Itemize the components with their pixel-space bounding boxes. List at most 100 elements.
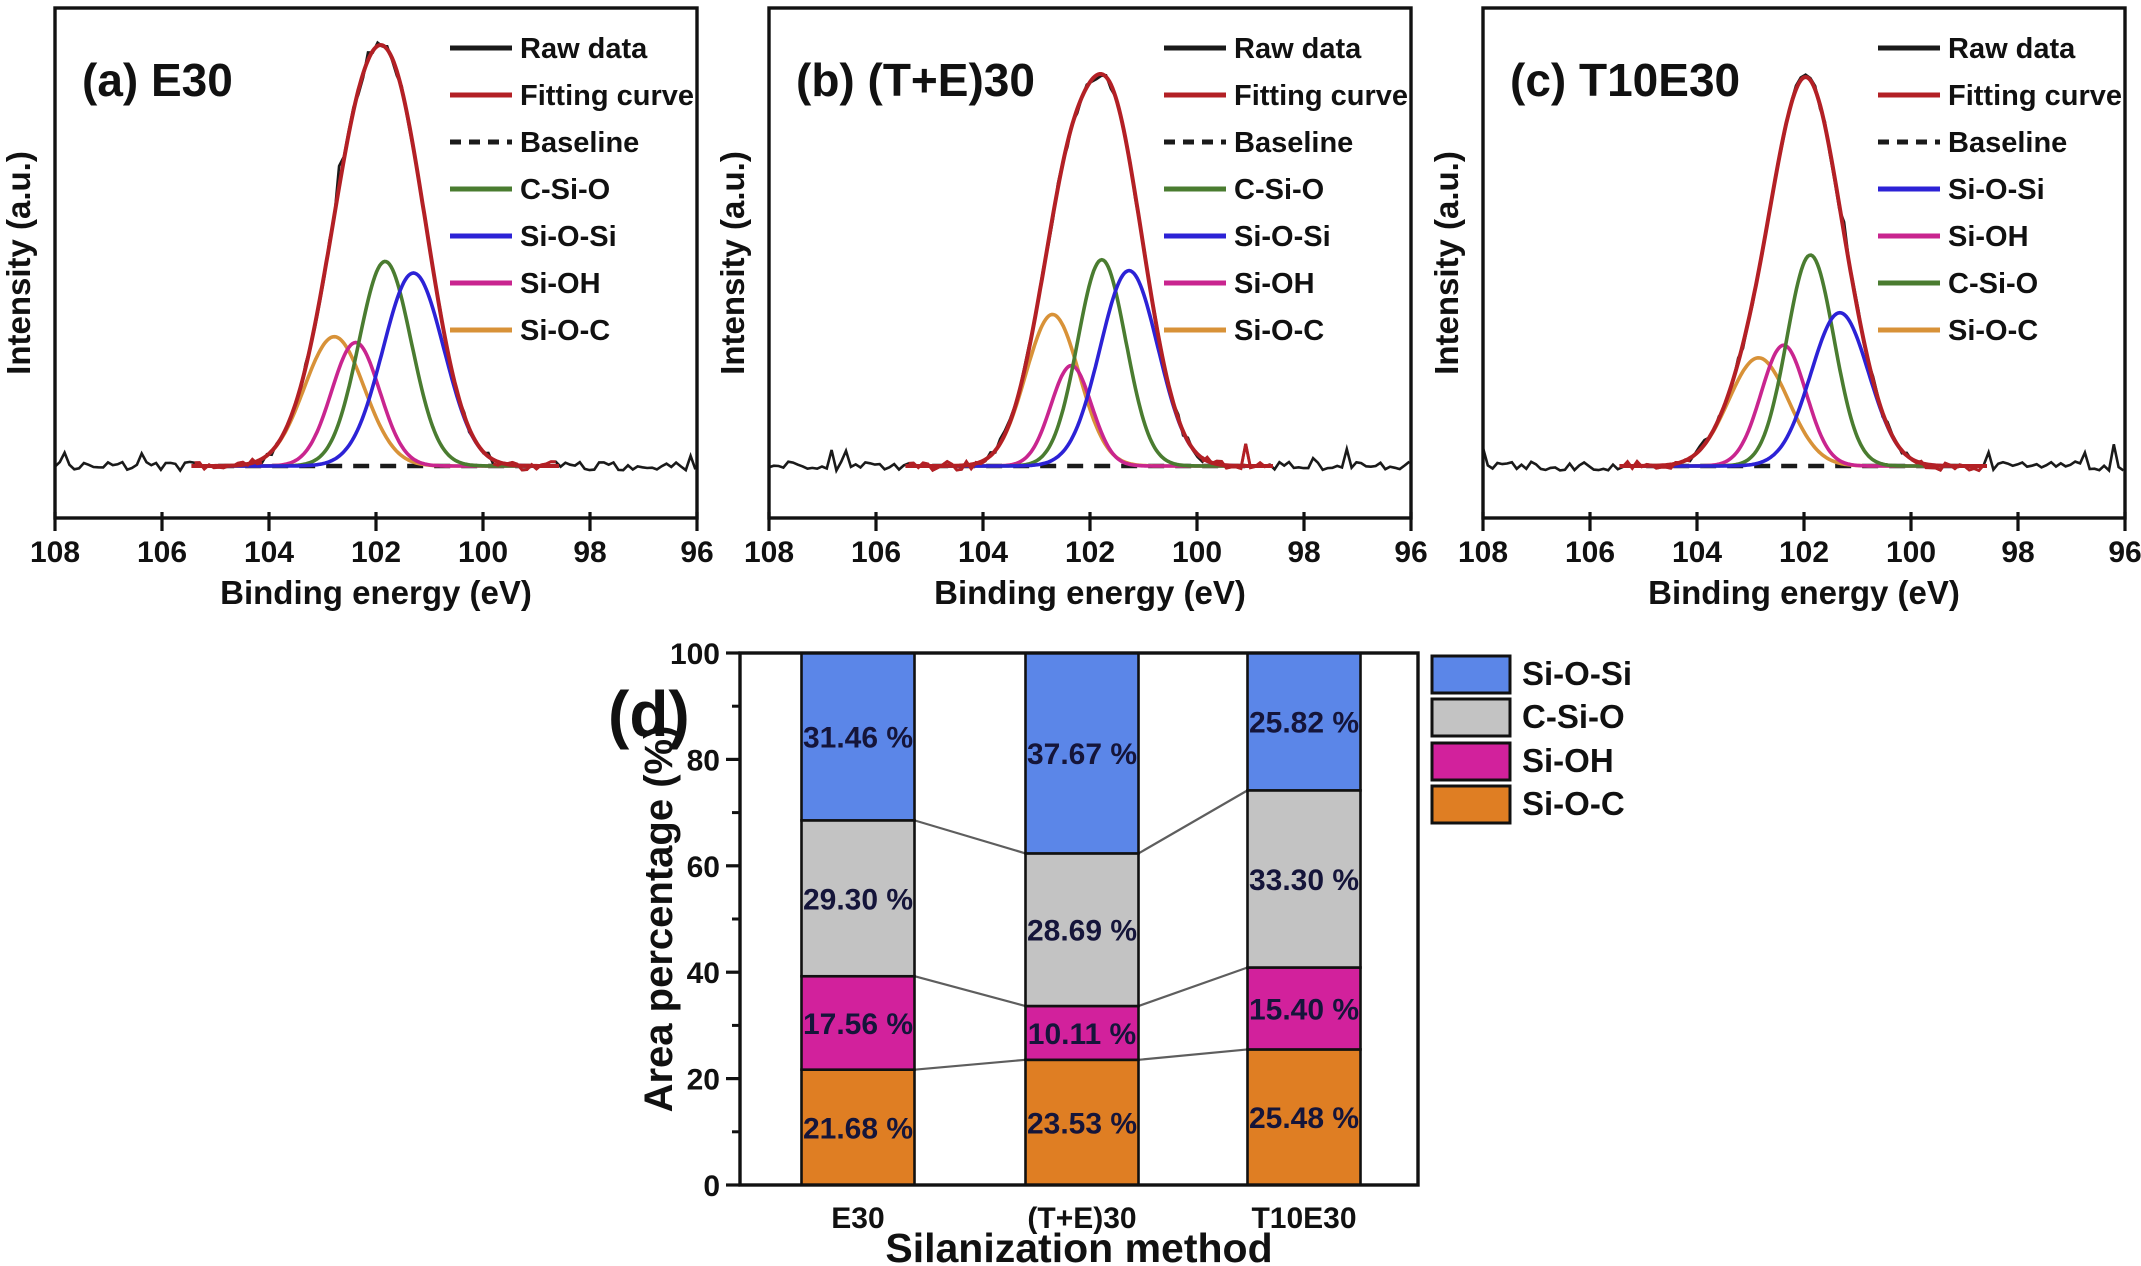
spectrum-panel-c: 108 106 104 102 100 98 96 Raw data Fitting curve… bbox=[1428, 0, 2141, 640]
bar-value-label: 17.56 % bbox=[803, 1008, 913, 1041]
spectrum-panel-b: 108 106 104 102 100 98 96 Raw data Fitting curve… bbox=[714, 0, 1428, 640]
legend-label-fitting-curve: Fitting curve bbox=[520, 80, 694, 112]
panel-title: (d) bbox=[608, 678, 690, 750]
bar-segment-si-o-si-t10e30 bbox=[1246, 651, 1362, 792]
legend-swatch-si-o-c bbox=[1430, 784, 1512, 825]
component-curve-c-si-o bbox=[918, 257, 1261, 468]
x-tick-label: 106 bbox=[137, 536, 187, 569]
x-tick-label: 98 bbox=[2001, 536, 2034, 569]
bar-value-label: 29.30 % bbox=[803, 883, 913, 916]
y-axis-label: Intensity (a.u.) bbox=[1428, 151, 1465, 375]
x-axis-label: Binding energy (eV) bbox=[1648, 574, 1960, 611]
bar-segment-si-o-si-te30 bbox=[1024, 651, 1140, 855]
bar-value-label: 33.30 % bbox=[1249, 864, 1359, 897]
y-tick-label: 80 bbox=[687, 744, 720, 777]
legend-label-baseline: Baseline bbox=[520, 127, 639, 159]
bar-segment-si-o-c-e30 bbox=[800, 1068, 916, 1187]
legend-label-si-o-c: Si-O-C bbox=[1234, 315, 1324, 347]
x-tick-label: 104 bbox=[958, 536, 1008, 569]
connector-line bbox=[1137, 789, 1249, 855]
bar-value-label: 25.48 % bbox=[1249, 1102, 1359, 1135]
legend-label-raw-data: Raw data bbox=[520, 33, 648, 65]
legend-label-si-oh: Si-OH bbox=[1522, 742, 1614, 779]
x-tick-label: 106 bbox=[1565, 536, 1615, 569]
x-tick-label: 104 bbox=[1672, 536, 1722, 569]
category-label: T10E30 bbox=[1251, 1202, 1356, 1235]
bar-value-label: 25.82 % bbox=[1249, 707, 1359, 740]
legend-label-c-si-o: C-Si-O bbox=[520, 174, 610, 206]
legend-label-raw-data: Raw data bbox=[1234, 33, 1362, 65]
spectrum-panel-a: 108 106 104 102 100 98 96 Raw data Fitting curve… bbox=[0, 0, 714, 640]
component-curve-si-oh bbox=[1632, 343, 1975, 468]
legend-label-si-o-si: Si-O-Si bbox=[1948, 174, 2045, 206]
legend-label-fitting-curve: Fitting curve bbox=[1234, 80, 1408, 112]
x-tick-label: 102 bbox=[1065, 536, 1115, 569]
y-axis-label: Intensity (a.u.) bbox=[714, 151, 751, 375]
component-curve-si-o-si bbox=[204, 271, 547, 468]
bar-value-label: 37.67 % bbox=[1027, 738, 1137, 771]
legend-swatch-si-oh bbox=[1430, 741, 1512, 782]
y-axis-label: Area percentage (%) bbox=[637, 726, 681, 1113]
bar-segment-si-oh-e30 bbox=[800, 974, 916, 1071]
x-tick-label: 96 bbox=[680, 536, 713, 569]
component-curve-si-oh bbox=[204, 340, 547, 468]
component-curve-c-si-o bbox=[204, 259, 547, 468]
plot-area-a: 108 106 104 102 100 98 96 Raw data Fitting curve… bbox=[30, 6, 714, 569]
legend-label-baseline: Baseline bbox=[1234, 127, 1353, 159]
connector-line bbox=[914, 819, 1026, 855]
stacked-bar-chart: 21.68 % 17.56 % 29.30 % 31.46 % E30 23.53 % 10… bbox=[608, 638, 1632, 1266]
y-tick-label: 100 bbox=[670, 638, 720, 671]
plot-area-d: 21.68 % 17.56 % 29.30 % 31.46 % E30 23.53 % 10… bbox=[670, 638, 1420, 1235]
fitting-curve bbox=[905, 72, 1273, 468]
panel-title: (a) E30 bbox=[82, 54, 233, 106]
legend-label-baseline: Baseline bbox=[1948, 127, 2067, 159]
component-curve-si-o-c bbox=[1632, 355, 1975, 468]
bar-value-label: 10.11 % bbox=[1028, 1018, 1136, 1051]
x-tick-label: 108 bbox=[1458, 536, 1508, 569]
x-tick-label: 102 bbox=[1779, 536, 1829, 569]
x-tick-label: 108 bbox=[744, 536, 794, 569]
legend-label-si-o-si: Si-O-Si bbox=[1234, 221, 1331, 253]
x-tick-label: 104 bbox=[244, 536, 294, 569]
bar-value-label: 21.68 % bbox=[803, 1112, 913, 1145]
connector-line bbox=[1138, 966, 1248, 1008]
plot-area-c: 108 106 104 102 100 98 96 Raw data Fitting curve… bbox=[1458, 6, 2141, 569]
category-label: E30 bbox=[831, 1202, 884, 1235]
x-tick-label: 96 bbox=[2108, 536, 2141, 569]
bar-value-label: 28.69 % bbox=[1027, 915, 1137, 948]
legend-label-c-si-o: C-Si-O bbox=[1234, 174, 1324, 206]
legend-swatch-c-si-o bbox=[1430, 697, 1512, 738]
legend-label-si-oh: Si-OH bbox=[1948, 221, 2029, 253]
bar-value-label: 15.40 % bbox=[1249, 993, 1359, 1026]
legend-label-si-o-si: Si-O-Si bbox=[520, 221, 617, 253]
bar-segment-c-si-o-te30 bbox=[1024, 852, 1140, 1008]
legend-label-fitting-curve: Fitting curve bbox=[1948, 80, 2122, 112]
plot-area-b: 108 106 104 102 100 98 96 Raw data Fitting curve… bbox=[744, 6, 1428, 569]
component-curve-si-o-si bbox=[918, 268, 1261, 468]
x-tick-label: 100 bbox=[1172, 536, 1222, 569]
fitting-curve bbox=[191, 42, 559, 468]
y-axis-label: Intensity (a.u.) bbox=[0, 151, 37, 375]
bar-value-label: 23.53 % bbox=[1027, 1107, 1137, 1140]
connector-line bbox=[914, 1058, 1026, 1071]
legend-label-si-o-c: Si-O-C bbox=[520, 315, 610, 347]
legend-label-raw-data: Raw data bbox=[1948, 33, 2076, 65]
x-tick-label: 108 bbox=[30, 536, 80, 569]
legend-label-c-si-o: C-Si-O bbox=[1522, 698, 1625, 735]
legend-label-c-si-o: C-Si-O bbox=[1948, 268, 2038, 300]
legend-label-si-oh: Si-OH bbox=[520, 268, 601, 300]
panel-title: (c) T10E30 bbox=[1510, 54, 1740, 106]
legend-label-si-o-c: Si-O-C bbox=[1522, 785, 1625, 822]
x-tick-label: 98 bbox=[1287, 536, 1320, 569]
y-tick-label: 60 bbox=[687, 851, 720, 884]
component-curve-si-oh bbox=[918, 363, 1261, 468]
connector-line bbox=[914, 975, 1026, 1008]
x-tick-label: 98 bbox=[573, 536, 606, 569]
bar-segment-c-si-o-t10e30 bbox=[1246, 789, 1362, 969]
x-tick-label: 102 bbox=[351, 536, 401, 569]
x-axis-label: Binding energy (eV) bbox=[934, 574, 1246, 611]
bar-segment-si-o-c-t10e30 bbox=[1246, 1048, 1362, 1187]
bar-value-label: 31.46 % bbox=[803, 722, 913, 755]
bar-legend: Si-O-Si C-Si-O Si-OH Si-O-C bbox=[1430, 654, 1632, 825]
